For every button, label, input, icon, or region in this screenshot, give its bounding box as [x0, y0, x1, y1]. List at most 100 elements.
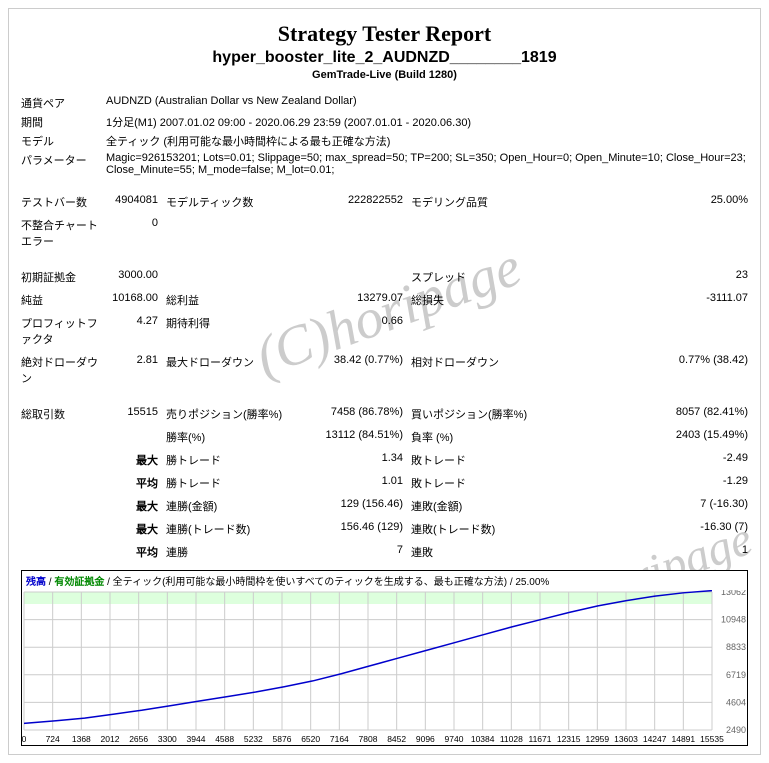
stat-value: -3111.07	[541, 292, 748, 308]
value: Magic=926153201; Lots=0.01; Slippage=50;…	[106, 152, 748, 176]
stat-value: 7	[296, 544, 411, 560]
stats-row: 絶対ドローダウン 2.81 最大ドローダウン 38.42 (0.77%) 相対ド…	[21, 354, 748, 386]
label: パラメーター	[21, 152, 106, 176]
value: AUDNZD (Australian Dollar vs New Zealand…	[106, 95, 748, 111]
stat-sublabel: 平均	[106, 544, 166, 560]
stat-value: 25.00%	[541, 194, 748, 210]
stats-row: 勝率(%) 13112 (84.51%) 負率 (%) 2403 (15.49%…	[21, 429, 748, 445]
legend-equity: 有効証拠金	[54, 577, 104, 588]
stat-value: 0.77% (38.42)	[541, 354, 748, 386]
stat-label: 期待利得	[166, 315, 296, 347]
stat-label: 初期証拠金	[21, 269, 106, 285]
stat-value: 4.27	[106, 315, 166, 347]
svg-text:10384: 10384	[471, 734, 495, 744]
stats-row: 総取引数 15515 売りポジション(勝率%) 7458 (86.78%) 買い…	[21, 406, 748, 422]
chart-canvas: 1306210948883367194604249007241368201226…	[22, 590, 750, 745]
stat-value: 1.34	[296, 452, 411, 468]
svg-text:14247: 14247	[643, 734, 667, 744]
stat-value: 0	[106, 217, 166, 249]
stat-value: -16.30 (7)	[541, 521, 748, 537]
legend-rest: / 全ティック(利用可能な最小時間枠を使いすべてのティックを生成する、最も正確な…	[104, 577, 549, 588]
label: モデル	[21, 133, 106, 149]
svg-text:9740: 9740	[445, 734, 464, 744]
stats-row: テストバー数 4904081 モデルティック数 222822552 モデリング品…	[21, 194, 748, 210]
stats-row: 最大 連勝(トレード数) 156.46 (129) 連敗(トレード数) -16.…	[21, 521, 748, 537]
label: 通貨ペア	[21, 95, 106, 111]
stat-label: 勝率(%)	[166, 429, 296, 445]
value: 全ティック (利用可能な最小時間枠による最も正確な方法)	[106, 133, 748, 149]
svg-text:11028: 11028	[500, 734, 523, 744]
stats-row: 純益 10168.00 総利益 13279.07 総損失 -3111.07	[21, 292, 748, 308]
stats-row: 初期証拠金 3000.00 スプレッド 23	[21, 269, 748, 285]
stat-value: 7458 (86.78%)	[296, 406, 411, 422]
stat-label: 連勝(トレード数)	[166, 521, 296, 537]
stat-label: 相対ドローダウン	[411, 354, 541, 386]
info-row-param: パラメーター Magic=926153201; Lots=0.01; Slipp…	[21, 152, 748, 176]
stat-label: 連敗(トレード数)	[411, 521, 541, 537]
svg-text:7808: 7808	[359, 734, 378, 744]
svg-text:14891: 14891	[672, 734, 696, 744]
stat-value: 15515	[106, 406, 166, 422]
svg-text:10948: 10948	[721, 615, 746, 625]
stat-value: 0.66	[296, 315, 411, 347]
info-row-period: 期間 1分足(M1) 2007.01.02 09:00 - 2020.06.29…	[21, 114, 748, 130]
stat-value: 129 (156.46)	[296, 498, 411, 514]
stat-label: 敗トレード	[411, 475, 541, 491]
stat-label: 連敗	[411, 544, 541, 560]
svg-text:6520: 6520	[301, 734, 320, 744]
stat-value: 1.01	[296, 475, 411, 491]
report-container: Strategy Tester Report hyper_booster_lit…	[8, 8, 761, 755]
stat-label: 総利益	[166, 292, 296, 308]
stat-value: 23	[541, 269, 748, 285]
stat-label: 最大ドローダウン	[166, 354, 296, 386]
stat-label: 買いポジション(勝率%)	[411, 406, 541, 422]
svg-text:7164: 7164	[330, 734, 349, 744]
stat-label: 総取引数	[21, 406, 106, 422]
stat-value: 13112 (84.51%)	[296, 429, 411, 445]
stat-value: 2.81	[106, 354, 166, 386]
stat-sublabel: 平均	[106, 475, 166, 491]
stat-label: 純益	[21, 292, 106, 308]
svg-text:13603: 13603	[614, 734, 638, 744]
stats-row: 平均 勝トレード 1.01 敗トレード -1.29	[21, 475, 748, 491]
legend-balance: 残高	[26, 577, 46, 588]
svg-text:6719: 6719	[726, 670, 746, 680]
stat-label: 勝トレード	[166, 452, 296, 468]
stats-row: 最大 勝トレード 1.34 敗トレード -2.49	[21, 452, 748, 468]
svg-text:2656: 2656	[129, 734, 148, 744]
stat-value: 2403 (15.49%)	[541, 429, 748, 445]
stats-row: 平均 連勝 7 連敗 1	[21, 544, 748, 560]
stat-label: 売りポジション(勝率%)	[166, 406, 296, 422]
svg-text:4588: 4588	[215, 734, 234, 744]
stat-label: モデリング品質	[411, 194, 541, 210]
svg-text:724: 724	[46, 734, 60, 744]
stat-value: 4904081	[106, 194, 166, 210]
stat-value: 8057 (82.41%)	[541, 406, 748, 422]
stat-sublabel: 最大	[106, 521, 166, 537]
stat-label: テストバー数	[21, 194, 106, 210]
stat-label: 敗トレード	[411, 452, 541, 468]
stat-value: -2.49	[541, 452, 748, 468]
svg-text:2490: 2490	[726, 725, 746, 735]
page-sub2: GemTrade-Live (Build 1280)	[21, 69, 748, 81]
stat-label: 不整合チャートエラー	[21, 217, 106, 249]
stat-value: 13279.07	[296, 292, 411, 308]
svg-text:1368: 1368	[72, 734, 91, 744]
stat-sublabel: 最大	[106, 498, 166, 514]
svg-text:9096: 9096	[416, 734, 435, 744]
page-title: Strategy Tester Report	[21, 21, 748, 47]
svg-text:4604: 4604	[726, 697, 746, 707]
stat-value: 1	[541, 544, 748, 560]
value: 1分足(M1) 2007.01.02 09:00 - 2020.06.29 23…	[106, 114, 748, 130]
stat-label: スプレッド	[411, 269, 541, 285]
page-subtitle: hyper_booster_lite_2_AUDNZD________1819	[21, 49, 748, 67]
svg-text:3944: 3944	[187, 734, 206, 744]
stat-value: 7 (-16.30)	[541, 498, 748, 514]
stat-value: 222822552	[296, 194, 411, 210]
stats-row: プロフィットファクタ 4.27 期待利得 0.66	[21, 315, 748, 347]
chart-legend: 残高 / 有効証拠金 / 全ティック(利用可能な最小時間枠を使いすべてのティック…	[22, 571, 747, 590]
stat-label: 連勝(金額)	[166, 498, 296, 514]
svg-text:12959: 12959	[586, 734, 610, 744]
stat-sublabel: 最大	[106, 452, 166, 468]
stats-row: 最大 連勝(金額) 129 (156.46) 連敗(金額) 7 (-16.30)	[21, 498, 748, 514]
